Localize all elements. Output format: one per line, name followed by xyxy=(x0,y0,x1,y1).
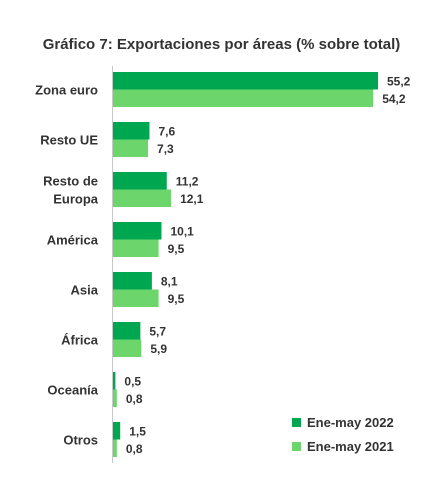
bar xyxy=(113,272,152,290)
bar xyxy=(113,139,149,157)
data-label: 9,5 xyxy=(168,292,185,306)
data-label: 8,1 xyxy=(161,274,178,288)
chart-title: Gráfico 7: Exportaciones por áreas (% so… xyxy=(42,36,401,53)
data-label: 1,5 xyxy=(129,424,146,438)
data-label: 54,2 xyxy=(382,92,406,106)
data-label: 5,7 xyxy=(149,324,166,338)
legend-swatch xyxy=(292,418,301,427)
legend-label: Ene-may 2021 xyxy=(307,439,394,454)
data-label: 7,6 xyxy=(158,124,175,138)
bar xyxy=(113,422,121,440)
bar xyxy=(113,322,141,340)
category-label: Europa xyxy=(53,192,99,207)
data-label: 0,8 xyxy=(126,442,143,456)
bar xyxy=(113,389,117,407)
data-label: 7,3 xyxy=(157,142,174,156)
bar xyxy=(113,289,159,307)
data-label: 10,1 xyxy=(170,224,194,238)
category-label: Resto de xyxy=(43,174,98,189)
bar xyxy=(113,439,117,457)
bar xyxy=(113,189,172,207)
category-label: América xyxy=(47,233,99,248)
category-label: Resto UE xyxy=(40,133,98,148)
bar xyxy=(113,222,162,240)
bar xyxy=(113,72,378,90)
legend-swatch xyxy=(292,442,301,451)
category-label: Asia xyxy=(71,283,99,298)
data-label: 12,1 xyxy=(180,192,204,206)
data-label: 5,9 xyxy=(150,342,167,356)
data-label: 55,2 xyxy=(387,74,411,88)
bar xyxy=(113,372,116,390)
bar xyxy=(113,239,159,257)
category-label: Oceanía xyxy=(47,383,98,398)
data-label: 9,5 xyxy=(168,242,185,256)
bar xyxy=(113,122,150,140)
category-label: Otros xyxy=(63,433,98,448)
bar xyxy=(113,339,142,357)
bar xyxy=(113,172,167,190)
data-label: 11,2 xyxy=(176,174,199,188)
data-label: 0,5 xyxy=(124,374,141,388)
legend-label: Ene-may 2022 xyxy=(307,415,394,430)
category-label: África xyxy=(61,333,99,348)
bar xyxy=(113,89,374,107)
data-label: 0,8 xyxy=(126,392,143,406)
category-label: Zona euro xyxy=(35,83,98,98)
